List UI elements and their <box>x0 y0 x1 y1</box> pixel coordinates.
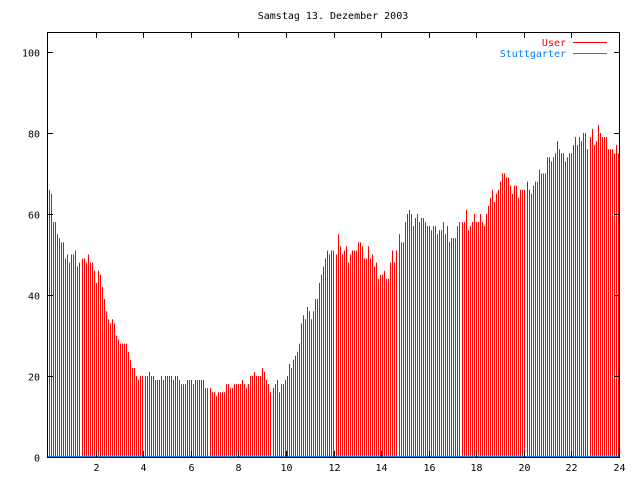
y-tick-label: 40 <box>28 292 40 303</box>
x-tick-label: 12 <box>328 463 340 474</box>
y-tick-label: 80 <box>28 130 40 141</box>
x-tick-label: 20 <box>518 463 530 474</box>
y-tick-label: 0 <box>34 454 40 465</box>
x-tick-label: 6 <box>188 463 194 474</box>
x-tick-label: 14 <box>375 463 387 474</box>
legend-label-stuttgarter: Stuttgarter <box>500 49 566 60</box>
y-tick-label: 60 <box>28 211 40 222</box>
y-tick-label: 20 <box>28 373 40 384</box>
user-bars <box>49 124 619 457</box>
legend-label-user: User <box>542 38 566 49</box>
x-tick-label: 22 <box>565 463 577 474</box>
x-tick-label: 24 <box>613 463 625 474</box>
x-tick-label: 10 <box>280 463 292 474</box>
x-tick-label: 8 <box>235 463 241 474</box>
x-tick-label: 18 <box>470 463 482 474</box>
plot-frame <box>47 32 620 458</box>
x-tick-label: 2 <box>93 463 99 474</box>
y-tick-label: 100 <box>22 49 40 60</box>
chart-title: Samstag 13. Dezember 2003 <box>258 11 409 22</box>
x-tick-label: 4 <box>140 463 146 474</box>
legend: User Stuttgarter <box>500 38 607 60</box>
x-tick-label: 16 <box>423 463 435 474</box>
